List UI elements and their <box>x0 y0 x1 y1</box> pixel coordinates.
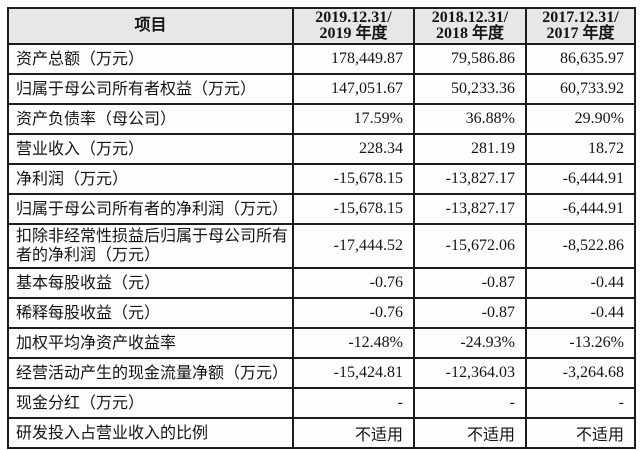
table-cell: -3,264.68 <box>525 357 636 389</box>
table-row-net-profit: 净利润（万元） -15,678.15 -13,827.17 -6,444.91 <box>7 163 636 195</box>
table-cell: -0.87 <box>413 297 527 329</box>
table-row-deducted-net-profit: 扣除非经常性损益后归属于母公司所有者的净利润（万元） -17,444.52 -1… <box>7 223 636 269</box>
table-row-debt-ratio: 资产负债率（母公司） 17.59% 36.88% 29.90% <box>7 103 636 135</box>
table-cell: -13,827.17 <box>413 193 527 225</box>
table-cell: -0.76 <box>292 297 415 329</box>
header-period-2019-year: 2019 年度 <box>319 25 388 42</box>
table-cell: -8,522.86 <box>525 223 636 269</box>
row-label: 净利润（万元） <box>7 163 294 195</box>
table-cell: -13,827.17 <box>413 163 527 195</box>
row-label: 归属于母公司所有者的净利润（万元） <box>7 193 294 225</box>
row-label: 营业收入（万元） <box>7 133 294 165</box>
table-cell: 29.90% <box>525 103 636 135</box>
table-cell: -0.76 <box>292 267 415 299</box>
table-row-total-assets: 资产总额（万元） 178,449.87 79,586.86 86,635.97 <box>7 43 636 75</box>
table-cell: 36.88% <box>413 103 527 135</box>
table-cell: -0.44 <box>525 267 636 299</box>
header-period-2017: 2017.12.31/ 2017 年度 <box>525 7 636 45</box>
table-cell: 50,233.36 <box>413 73 527 105</box>
table-cell: 79,586.86 <box>413 43 527 75</box>
row-label: 扣除非经常性损益后归属于母公司所有者的净利润（万元） <box>7 223 294 269</box>
table-cell: -15,424.81 <box>292 357 415 389</box>
header-period-2019: 2019.12.31/ 2019 年度 <box>292 7 415 45</box>
table-cell: 17.59% <box>292 103 415 135</box>
table-cell: 178,449.87 <box>292 43 415 75</box>
header-period-2017-date: 2017.12.31/ <box>542 9 619 26</box>
table-row-parent-equity: 归属于母公司所有者权益（万元） 147,051.67 50,233.36 60,… <box>7 73 636 105</box>
table-row-operating-cash-flow: 经营活动产生的现金流量净额（万元） -15,424.81 -12,364.03 … <box>7 357 636 389</box>
table-cell: 不适用 <box>525 417 636 449</box>
row-label: 加权平均净资产收益率 <box>7 327 294 359</box>
table-cell: -6,444.91 <box>525 193 636 225</box>
table-cell: 281.19 <box>413 133 527 165</box>
header-period-2019-date: 2019.12.31/ <box>315 9 392 26</box>
row-label: 资产负债率（母公司） <box>7 103 294 135</box>
table-row-cash-dividend: 现金分红（万元） - - - <box>7 387 636 419</box>
table-cell: -15,678.15 <box>292 163 415 195</box>
row-label: 归属于母公司所有者权益（万元） <box>7 73 294 105</box>
table-cell: 86,635.97 <box>525 43 636 75</box>
table-row-parent-net-profit: 归属于母公司所有者的净利润（万元） -15,678.15 -13,827.17 … <box>7 193 636 225</box>
financial-summary-table: 项目 2019.12.31/ 2019 年度 2018.12.31/ 2018 … <box>7 7 636 449</box>
table-cell: 不适用 <box>292 417 415 449</box>
table-cell: -15,672.06 <box>413 223 527 269</box>
table-cell: -15,678.15 <box>292 193 415 225</box>
table-cell: - <box>525 387 636 419</box>
table-row-weighted-roe: 加权平均净资产收益率 -12.48% -24.93% -13.26% <box>7 327 636 359</box>
table-cell: - <box>292 387 415 419</box>
header-row: 项目 2019.12.31/ 2019 年度 2018.12.31/ 2018 … <box>7 7 636 45</box>
table-cell: -24.93% <box>413 327 527 359</box>
row-label: 稀释每股收益（元） <box>7 297 294 329</box>
table-cell: - <box>413 387 527 419</box>
header-item-column: 项目 <box>7 7 294 45</box>
table-cell: 147,051.67 <box>292 73 415 105</box>
table-cell: -0.44 <box>525 297 636 329</box>
table-cell: -0.87 <box>413 267 527 299</box>
table-row-diluted-eps: 稀释每股收益（元） -0.76 -0.87 -0.44 <box>7 297 636 329</box>
table-cell: -12.48% <box>292 327 415 359</box>
row-label: 经营活动产生的现金流量净额（万元） <box>7 357 294 389</box>
header-period-2018-year: 2018 年度 <box>435 25 504 42</box>
table-cell: 228.34 <box>292 133 415 165</box>
row-label: 基本每股收益（元） <box>7 267 294 299</box>
table-cell: 18.72 <box>525 133 636 165</box>
header-period-2017-year: 2017 年度 <box>546 25 615 42</box>
row-label: 资产总额（万元） <box>7 43 294 75</box>
table-cell: 60,733.92 <box>525 73 636 105</box>
row-label: 研发投入占营业收入的比例 <box>7 417 294 449</box>
header-period-2018: 2018.12.31/ 2018 年度 <box>413 7 527 45</box>
table-cell: -17,444.52 <box>292 223 415 269</box>
table-row-revenue: 营业收入（万元） 228.34 281.19 18.72 <box>7 133 636 165</box>
header-period-2018-date: 2018.12.31/ <box>431 9 509 26</box>
table-cell: 不适用 <box>413 417 527 449</box>
table-row-basic-eps: 基本每股收益（元） -0.76 -0.87 -0.44 <box>7 267 636 299</box>
table-row-rd-ratio: 研发投入占营业收入的比例 不适用 不适用 不适用 <box>7 417 636 449</box>
table-cell: -12,364.03 <box>413 357 527 389</box>
row-label: 现金分红（万元） <box>7 387 294 419</box>
table-cell: -6,444.91 <box>525 163 636 195</box>
table-cell: -13.26% <box>525 327 636 359</box>
